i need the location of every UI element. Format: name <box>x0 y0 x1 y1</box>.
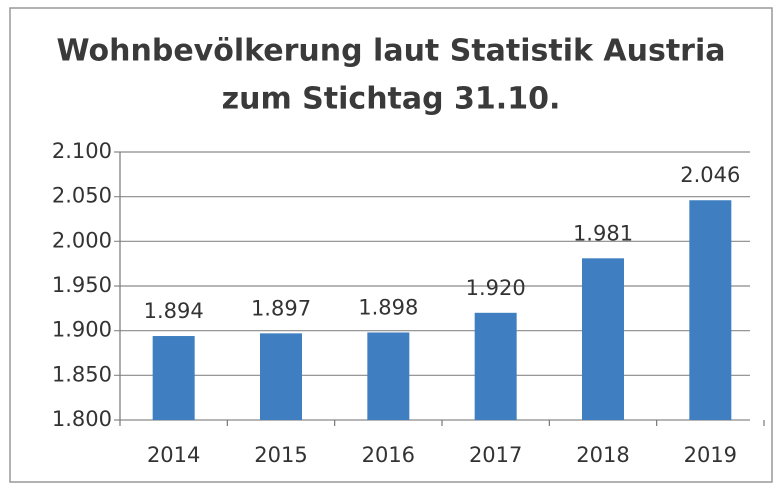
bar <box>260 333 302 420</box>
x-tick-label: 2015 <box>254 443 307 467</box>
bar <box>367 332 410 420</box>
value-label: 1.920 <box>466 276 526 300</box>
x-tick-label: 2016 <box>362 443 415 467</box>
bar <box>582 258 624 420</box>
chart-title: Wohnbevölkerung laut Statistik Austria <box>57 34 726 69</box>
y-tick-label: 1.900 <box>52 318 112 342</box>
y-tick-label: 1.800 <box>52 407 112 431</box>
value-label: 1.981 <box>573 221 633 245</box>
bar <box>689 200 732 420</box>
x-tick-label: 2017 <box>469 443 522 467</box>
x-tick-label: 2014 <box>147 443 200 467</box>
chart-title: zum Stichtag 31.10. <box>222 82 561 117</box>
x-tick-label: 2019 <box>684 443 737 467</box>
value-label: 1.894 <box>144 299 204 323</box>
y-tick-label: 1.850 <box>52 362 112 386</box>
y-tick-label: 2.100 <box>52 139 112 163</box>
bar <box>152 336 195 420</box>
value-label: 1.898 <box>358 295 418 319</box>
y-tick-label: 2.050 <box>52 184 112 208</box>
y-tick-label: 2.000 <box>52 228 112 252</box>
value-label: 2.046 <box>680 163 740 187</box>
bar <box>474 312 517 420</box>
y-tick-label: 1.950 <box>52 273 112 297</box>
x-tick-label: 2018 <box>576 443 629 467</box>
value-label: 1.897 <box>251 296 311 320</box>
